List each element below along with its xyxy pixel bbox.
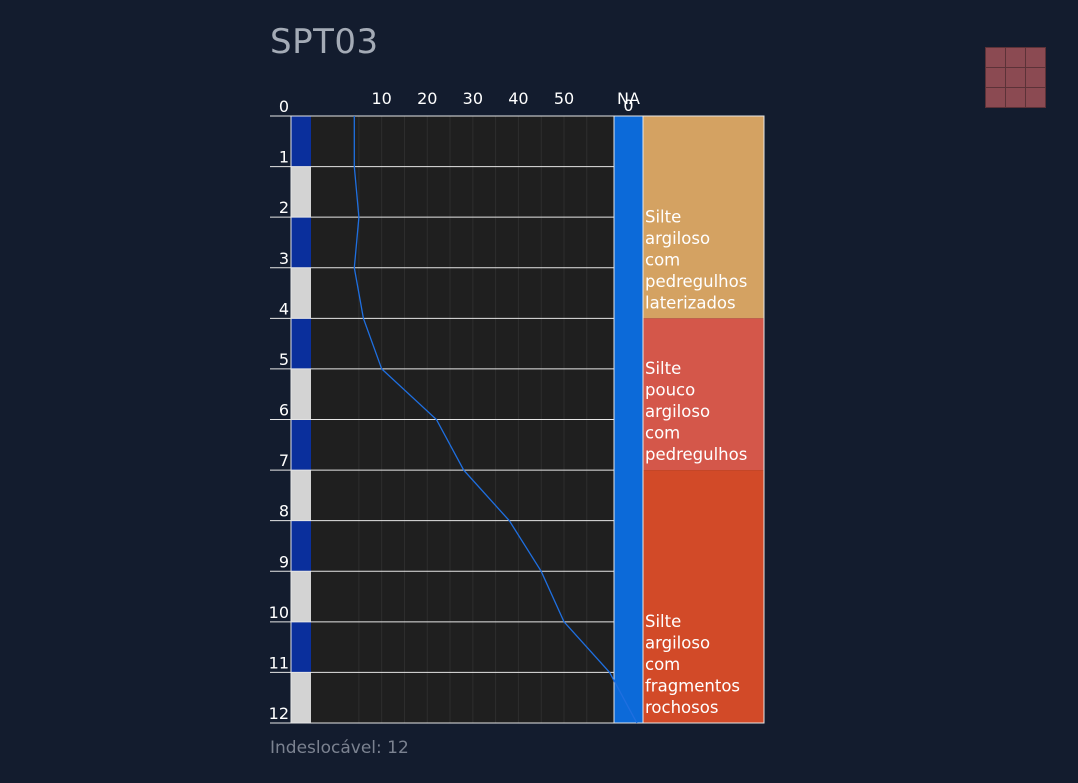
soil-layer-label: Silte: [645, 612, 681, 631]
depth-tick-label: 0: [279, 97, 289, 116]
soil-layer-label: Silte: [645, 359, 681, 378]
sampler-band: [291, 166, 311, 218]
depth-tick-label: 12: [269, 704, 289, 723]
na-value-label: 0: [623, 96, 633, 115]
x-tick-label: 10: [371, 89, 391, 108]
nspt-series-line: [353, 116, 638, 724]
depth-tick-label: 4: [279, 299, 289, 318]
soil-layer-label: argiloso: [645, 634, 710, 653]
soil-layer-label: pedregulhos: [645, 445, 747, 464]
depth-tick-label: 8: [279, 502, 289, 521]
soil-layer-label: Silte: [645, 207, 681, 226]
footer-note: Indeslocável: 12: [270, 738, 409, 758]
sampler-band: [291, 116, 311, 167]
depth-tick-label: 9: [279, 552, 289, 571]
depth-tick-label: 5: [279, 350, 289, 369]
depth-tick-label: 10: [269, 603, 289, 622]
soil-layer-label: com: [645, 424, 680, 443]
sampler-band: [291, 672, 311, 723]
sampler-band: [291, 368, 311, 420]
x-tick-label: 50: [554, 89, 574, 108]
soil-layer: [643, 318, 764, 471]
depth-tick-label: 2: [279, 198, 289, 217]
x-tick-label: 20: [417, 89, 437, 108]
sampler-band: [291, 267, 311, 319]
depth-tick-label: 7: [279, 451, 289, 470]
depth-tick-label: 11: [269, 653, 289, 672]
sampler-band: [291, 470, 311, 521]
soil-layer-label: pedregulhos: [645, 272, 747, 291]
sampler-band: [291, 621, 311, 673]
depth-tick-label: 1: [279, 148, 289, 167]
sampler-band: [291, 318, 311, 369]
soil-texture-thumbnail-icon[interactable]: [985, 47, 1046, 108]
soil-layer-label: laterizados: [645, 293, 736, 312]
soil-layer: [643, 470, 764, 723]
depth-tick-label: 3: [279, 249, 289, 268]
x-tick-label: 40: [508, 89, 528, 108]
sampler-band: [291, 520, 311, 572]
soil-layer: [643, 116, 764, 319]
soil-layer-label: pouco: [645, 381, 695, 400]
chart-title: SPT03: [270, 22, 379, 62]
chart-border: [290, 115, 765, 724]
soil-layer-label: argiloso: [645, 402, 710, 421]
soil-layer-label: argiloso: [645, 229, 710, 248]
sampler-band: [291, 419, 311, 471]
na-label: NA: [617, 89, 640, 108]
soil-layer-label: rochosos: [645, 698, 718, 717]
depth-tick-label: 6: [279, 401, 289, 420]
water-level-column: [614, 116, 643, 723]
soil-layer-label: com: [645, 250, 680, 269]
sampler-band: [291, 217, 311, 268]
x-tick-label: 30: [463, 89, 483, 108]
soil-layer-label: com: [645, 655, 680, 674]
soil-layer-label: fragmentos: [645, 677, 740, 696]
sampler-band: [291, 571, 311, 622]
